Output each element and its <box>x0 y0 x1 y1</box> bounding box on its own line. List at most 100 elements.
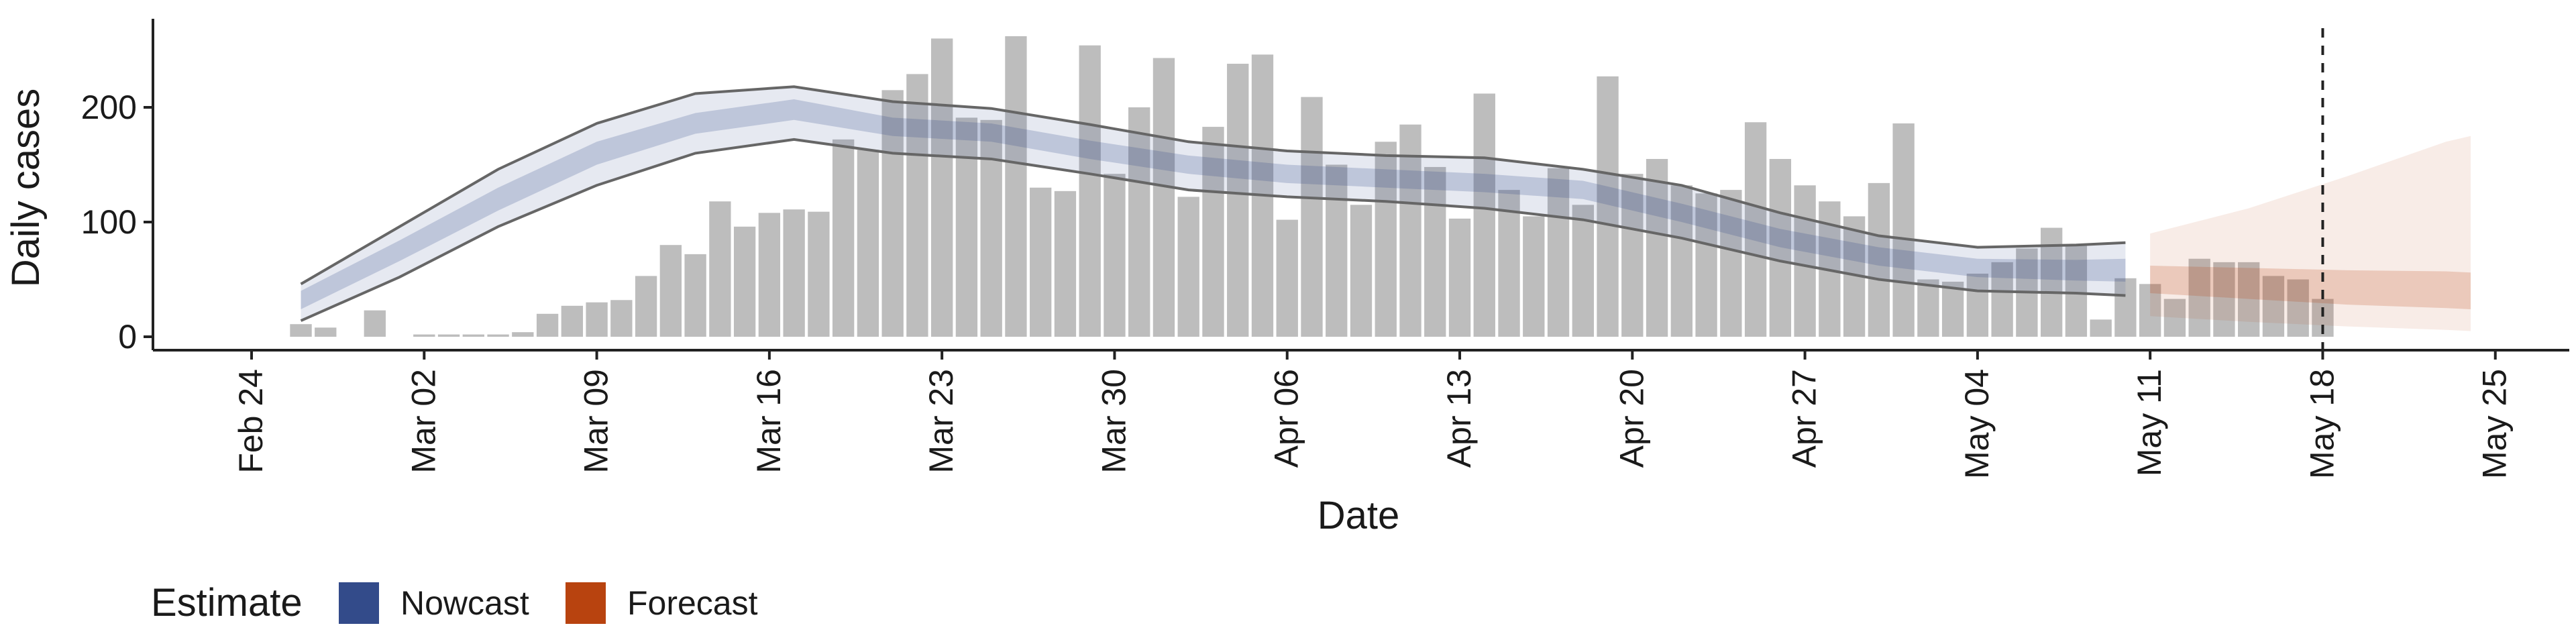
ci-boundary-lines <box>300 85 2126 322</box>
bar-2020-04-01 <box>1152 58 1175 337</box>
y-axis-ticks: 0 100 200 <box>81 89 153 356</box>
bar-2020-05-01 <box>1892 123 1915 337</box>
bar-2020-05-04 <box>1966 273 1989 337</box>
bar-2020-04-18 <box>1572 205 1594 337</box>
x-axis-title: Date <box>1318 494 1400 537</box>
bar-2020-03-21 <box>881 90 904 337</box>
x-tick-label-1: Mar 02 <box>405 369 442 474</box>
bar-2020-04-30 <box>1868 182 1890 337</box>
bar-2020-03-26 <box>1005 36 1027 337</box>
bar-2020-04-15 <box>1498 190 1520 337</box>
x-tick-label-9: Apr 27 <box>1786 369 1823 468</box>
bar-2020-03-14 <box>709 201 731 337</box>
x-tick-label-3: Mar 16 <box>750 369 788 474</box>
bar-2020-05-11 <box>2139 284 2161 337</box>
bar-2020-05-09 <box>2090 319 2112 337</box>
bar-2020-04-14 <box>1473 93 1495 337</box>
bar-2020-03-23 <box>930 38 953 337</box>
bar-2020-03-30 <box>1104 174 1126 337</box>
bar-2020-03-12 <box>659 245 682 337</box>
legend-swatch-nowcast <box>339 582 379 624</box>
bar-2020-05-02 <box>1917 279 1939 337</box>
y-tick-label-200: 200 <box>81 89 137 126</box>
bar-2020-05-16 <box>2262 276 2285 337</box>
x-tick-label-8: Apr 20 <box>1613 369 1650 468</box>
bar-2020-04-07 <box>1301 97 1323 337</box>
x-axis-ticks: Feb 24 Mar 02 Mar 09 Mar 16 Mar 23 Mar 30 Apr … <box>232 350 2514 479</box>
bar-2020-03-13 <box>684 254 706 337</box>
legend-swatch-forecast <box>566 582 606 624</box>
forecast-band-50 <box>2150 265 2471 309</box>
bar-2020-03-16 <box>758 213 781 337</box>
bar-2020-04-11 <box>1399 124 1421 337</box>
bar-2020-03-06 <box>512 332 534 337</box>
bar-2020-05-14 <box>2213 262 2235 337</box>
x-tick-label-13: May 25 <box>2476 369 2514 479</box>
x-tick-label-6: Apr 06 <box>1268 369 1305 468</box>
bar-2020-05-17 <box>2287 279 2309 337</box>
bar-2020-04-22 <box>1670 185 1693 337</box>
bar-2020-03-08 <box>561 305 584 337</box>
x-tick-label-5: Mar 30 <box>1095 369 1132 474</box>
bar-2020-04-10 <box>1375 142 1397 337</box>
bar-2020-04-06 <box>1276 219 1298 337</box>
bar-2020-04-24 <box>1720 190 1742 337</box>
x-tick-label-0: Feb 24 <box>232 369 270 474</box>
bar-2020-05-03 <box>1941 281 1964 337</box>
bar-2020-05-12 <box>2163 299 2186 337</box>
y-tick-label-100: 100 <box>81 203 137 241</box>
bar-2020-03-22 <box>906 74 928 337</box>
bar-2020-04-17 <box>1547 168 1570 337</box>
estimate-bands <box>301 87 2471 331</box>
bar-2020-04-26 <box>1769 158 1792 337</box>
bar-2020-05-13 <box>2188 258 2210 337</box>
bar-2020-04-13 <box>1448 218 1471 337</box>
legend: Estimate Nowcast Forecast <box>151 581 758 625</box>
bar-2020-03-29 <box>1079 45 1101 337</box>
bar-2020-05-10 <box>2114 278 2137 337</box>
x-tick-label-2: Mar 09 <box>578 369 615 474</box>
bar-2020-03-11 <box>635 276 657 337</box>
reported-cases-bars <box>290 36 2334 337</box>
bar-2020-03-05 <box>487 334 509 337</box>
bar-2020-05-08 <box>2065 245 2088 337</box>
bar-2020-03-15 <box>733 226 756 337</box>
bar-2020-03-10 <box>610 300 633 337</box>
bar-2020-05-15 <box>2238 262 2260 337</box>
bar-2020-04-20 <box>1621 174 1644 337</box>
bar-2020-02-29 <box>364 310 386 337</box>
bar-2020-03-02 <box>413 334 435 337</box>
bar-2020-03-20 <box>857 150 879 337</box>
bar-2020-03-17 <box>783 209 805 337</box>
bar-2020-03-25 <box>980 119 1002 337</box>
bar-2020-05-05 <box>1991 262 2013 337</box>
bar-2020-03-24 <box>955 117 978 337</box>
bar-2020-03-03 <box>437 334 460 337</box>
bar-2020-03-18 <box>808 211 830 337</box>
bar-2020-04-09 <box>1350 205 1373 337</box>
forecast-band-90 <box>2150 136 2471 331</box>
y-tick-label-0: 0 <box>118 318 137 356</box>
nowcast-upper-line <box>300 85 2126 286</box>
bar-2020-04-27 <box>1794 185 1816 337</box>
bar-2020-03-28 <box>1054 191 1077 337</box>
bar-2020-03-07 <box>536 313 559 337</box>
bar-2020-03-27 <box>1030 187 1052 337</box>
bar-2020-02-27 <box>315 327 337 337</box>
bar-2020-04-08 <box>1326 164 1348 337</box>
bar-2020-04-19 <box>1597 76 1619 337</box>
legend-title: Estimate <box>151 581 303 625</box>
bar-2020-04-16 <box>1523 216 1545 337</box>
y-axis-title: Daily cases <box>4 89 48 288</box>
x-tick-label-10: May 04 <box>1958 369 1996 479</box>
bar-2020-04-23 <box>1695 193 1717 337</box>
bar-2020-03-31 <box>1128 107 1150 337</box>
bar-2020-04-21 <box>1646 158 1668 337</box>
bar-2020-03-04 <box>462 334 484 337</box>
bar-2020-04-25 <box>1744 122 1767 337</box>
bar-2020-04-02 <box>1177 197 1199 337</box>
bar-2020-03-09 <box>586 302 608 337</box>
x-tick-label-4: Mar 23 <box>922 369 960 474</box>
bar-2020-02-26 <box>290 324 312 337</box>
